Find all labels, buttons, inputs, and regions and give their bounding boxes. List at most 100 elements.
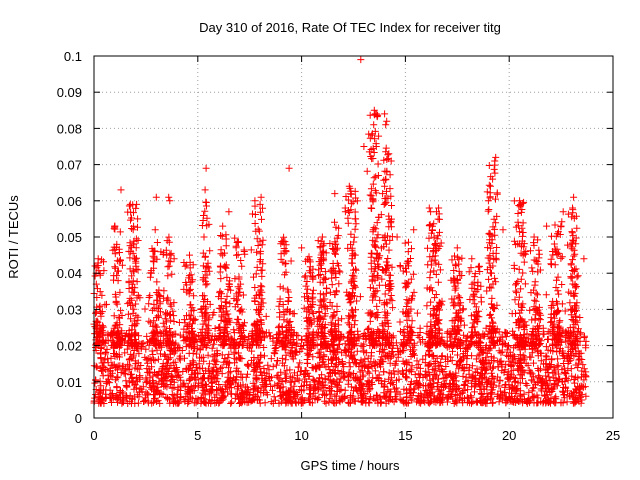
data-point xyxy=(561,355,569,362)
data-point xyxy=(109,390,116,397)
data-point xyxy=(296,359,304,367)
data-point xyxy=(510,261,518,269)
data-point xyxy=(551,331,559,339)
data-point xyxy=(197,397,205,405)
data-point xyxy=(503,346,511,354)
data-point xyxy=(115,257,123,265)
data-point xyxy=(197,379,205,387)
data-point xyxy=(515,355,523,362)
data-point xyxy=(205,267,213,275)
data-point xyxy=(125,247,133,255)
data-point xyxy=(303,278,311,285)
data-point xyxy=(428,333,436,341)
data-point xyxy=(342,348,350,356)
data-point xyxy=(453,276,461,284)
data-point xyxy=(432,358,440,365)
data-point xyxy=(123,382,131,390)
data-point xyxy=(152,193,160,201)
data-point xyxy=(533,341,540,349)
data-point xyxy=(221,355,229,362)
data-point xyxy=(225,208,233,216)
data-point xyxy=(439,368,446,375)
data-point xyxy=(380,243,388,251)
data-point xyxy=(472,355,480,363)
data-point xyxy=(436,300,444,308)
data-point xyxy=(312,365,320,373)
data-point xyxy=(317,325,325,333)
data-point xyxy=(471,270,479,278)
data-point xyxy=(387,219,395,227)
data-point xyxy=(443,353,451,361)
data-point xyxy=(551,221,559,229)
data-point xyxy=(399,347,407,355)
data-point xyxy=(146,380,154,388)
data-point xyxy=(545,399,552,407)
data-point xyxy=(270,393,278,401)
data-point xyxy=(553,250,561,258)
data-point xyxy=(346,292,354,300)
data-point xyxy=(518,237,526,245)
data-point xyxy=(434,338,442,346)
data-point xyxy=(127,315,135,323)
data-point xyxy=(557,254,565,262)
data-point xyxy=(91,379,99,387)
data-point xyxy=(213,358,221,366)
data-point xyxy=(243,339,251,347)
data-point xyxy=(137,362,145,369)
data-point xyxy=(469,291,477,299)
data-point xyxy=(144,355,152,362)
data-point xyxy=(326,366,334,374)
data-point xyxy=(527,368,535,376)
data-point xyxy=(493,244,501,251)
data-point xyxy=(331,291,339,299)
data-point xyxy=(279,284,287,292)
data-point xyxy=(499,340,507,348)
data-point xyxy=(331,392,339,400)
data-point xyxy=(382,281,389,289)
data-point xyxy=(318,265,325,272)
data-point xyxy=(239,291,247,299)
data-point xyxy=(550,240,558,248)
data-point xyxy=(227,368,235,376)
data-point xyxy=(369,272,377,280)
data-point xyxy=(376,252,384,260)
data-point xyxy=(203,342,211,350)
data-point xyxy=(115,267,122,275)
data-point xyxy=(454,312,462,320)
data-point xyxy=(427,298,435,306)
data-point xyxy=(369,198,377,206)
data-point xyxy=(534,322,541,330)
data-point xyxy=(410,288,418,296)
data-point xyxy=(313,341,321,349)
data-point xyxy=(347,230,355,238)
data-point xyxy=(479,370,486,378)
data-point xyxy=(449,299,457,307)
data-point xyxy=(209,340,217,348)
data-point xyxy=(282,375,289,382)
data-point xyxy=(385,286,393,294)
data-point xyxy=(582,337,590,345)
data-point xyxy=(94,330,102,338)
data-point xyxy=(164,294,172,302)
data-point xyxy=(125,365,133,373)
data-point xyxy=(201,274,209,282)
data-point xyxy=(118,399,126,407)
data-point xyxy=(203,280,211,288)
data-point xyxy=(341,340,349,348)
data-point xyxy=(358,363,366,371)
data-point xyxy=(404,333,412,341)
data-point xyxy=(554,273,562,281)
data-point xyxy=(256,258,264,266)
data-point xyxy=(350,233,358,241)
data-point xyxy=(305,398,313,406)
data-point xyxy=(234,385,241,393)
data-point xyxy=(142,345,150,353)
data-point xyxy=(466,296,474,303)
data-point xyxy=(130,339,138,347)
data-point xyxy=(186,375,193,383)
data-point xyxy=(288,353,296,361)
data-point xyxy=(382,176,390,184)
data-point xyxy=(557,398,565,406)
data-point xyxy=(231,234,239,242)
data-point xyxy=(562,370,570,378)
